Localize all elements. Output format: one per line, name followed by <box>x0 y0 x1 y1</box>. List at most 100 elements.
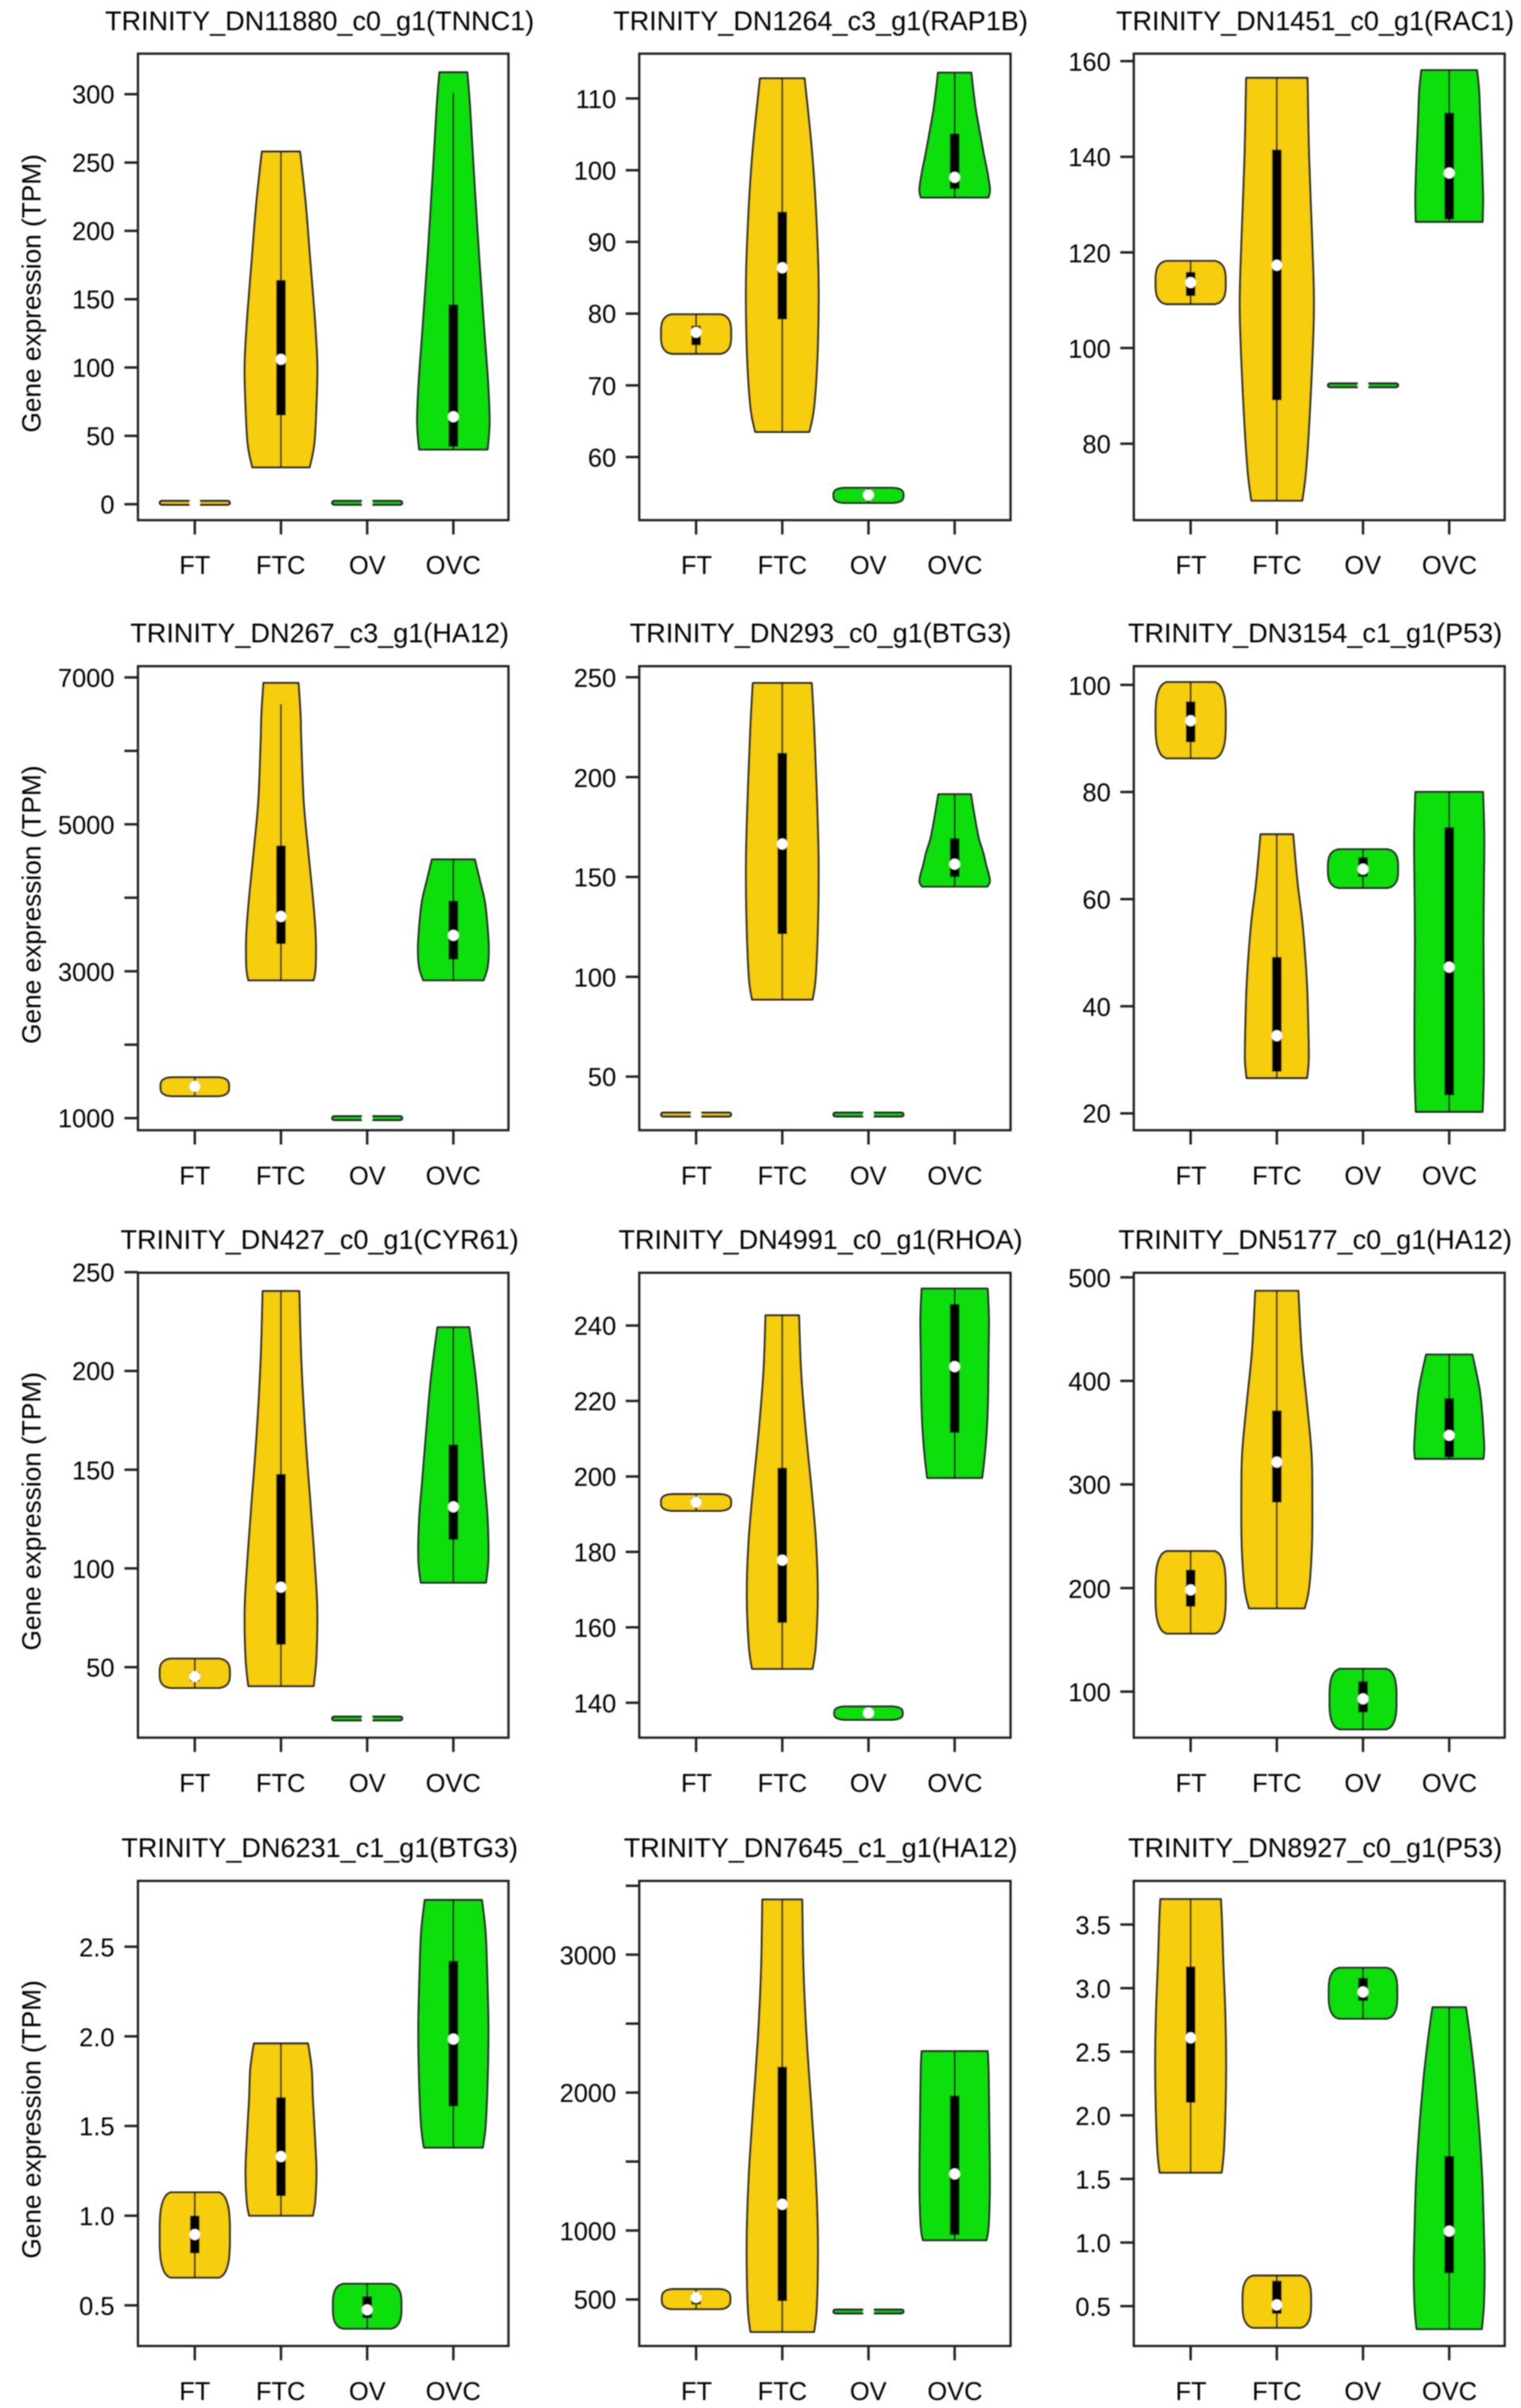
svg-text:FTC: FTC <box>1252 1161 1302 1190</box>
svg-text:OVC: OVC <box>1422 1769 1476 1797</box>
svg-text:200: 200 <box>1069 1575 1111 1603</box>
svg-text:80: 80 <box>1082 430 1111 459</box>
svg-text:FTC: FTC <box>758 1161 807 1190</box>
svg-text:FTC: FTC <box>256 2377 305 2406</box>
svg-text:2000: 2000 <box>560 2079 616 2107</box>
svg-text:50: 50 <box>588 1063 616 1092</box>
svg-text:Gene expression (TPM): Gene expression (TPM) <box>17 154 46 432</box>
svg-text:140: 140 <box>574 1689 616 1718</box>
svg-text:180: 180 <box>574 1538 616 1567</box>
svg-text:OVC: OVC <box>927 551 982 580</box>
svg-text:TRINITY_DN267_c3_g1(HA12): TRINITY_DN267_c3_g1(HA12) <box>130 618 509 649</box>
svg-text:OV: OV <box>1344 1161 1382 1190</box>
svg-text:3.5: 3.5 <box>1076 1911 1111 1940</box>
svg-text:100: 100 <box>1069 1678 1111 1707</box>
svg-text:TRINITY_DN1264_c3_g1(RAP1B): TRINITY_DN1264_c3_g1(RAP1B) <box>613 6 1028 37</box>
svg-text:500: 500 <box>1069 1264 1111 1293</box>
svg-text:40: 40 <box>1082 993 1111 1022</box>
svg-text:OV: OV <box>850 2377 887 2406</box>
svg-text:100: 100 <box>1069 672 1111 700</box>
svg-text:120: 120 <box>1069 239 1111 268</box>
svg-text:OV: OV <box>1344 2377 1382 2406</box>
svg-text:TRINITY_DN293_c0_g1(BTG3): TRINITY_DN293_c0_g1(BTG3) <box>630 618 1011 649</box>
svg-text:Gene expression (TPM): Gene expression (TPM) <box>17 1980 46 2259</box>
svg-text:250: 250 <box>72 1258 114 1287</box>
svg-text:100: 100 <box>1069 335 1111 363</box>
svg-text:OVC: OVC <box>1422 551 1476 580</box>
svg-text:OV: OV <box>1344 551 1382 580</box>
svg-text:300: 300 <box>72 80 114 109</box>
svg-text:OVC: OVC <box>927 2377 982 2406</box>
svg-text:140: 140 <box>1069 143 1111 172</box>
svg-text:200: 200 <box>72 217 114 246</box>
svg-text:OVC: OVC <box>927 1769 982 1797</box>
svg-text:240: 240 <box>574 1312 616 1340</box>
svg-text:Gene expression (TPM): Gene expression (TPM) <box>17 766 46 1044</box>
svg-text:100: 100 <box>574 157 616 185</box>
svg-text:300: 300 <box>1069 1471 1111 1499</box>
svg-text:FTC: FTC <box>256 1769 305 1797</box>
svg-text:OVC: OVC <box>425 551 480 580</box>
svg-text:150: 150 <box>72 285 114 314</box>
svg-text:50: 50 <box>86 422 114 451</box>
svg-text:OVC: OVC <box>425 1769 480 1797</box>
svg-text:OV: OV <box>349 1769 386 1797</box>
svg-text:FT: FT <box>681 2377 712 2406</box>
svg-text:OVC: OVC <box>1422 1161 1476 1190</box>
svg-text:OVC: OVC <box>1422 2377 1476 2406</box>
svg-text:3000: 3000 <box>560 1941 616 1970</box>
svg-text:2.0: 2.0 <box>80 2023 114 2052</box>
svg-text:OV: OV <box>850 551 887 580</box>
svg-text:TRINITY_DN8927_c0_g1(P53): TRINITY_DN8927_c0_g1(P53) <box>1128 1833 1503 1863</box>
svg-text:OV: OV <box>850 1161 887 1190</box>
svg-text:FT: FT <box>1175 551 1206 580</box>
svg-text:TRINITY_DN5177_c0_g1(HA12): TRINITY_DN5177_c0_g1(HA12) <box>1118 1225 1511 1255</box>
svg-text:3000: 3000 <box>58 958 114 987</box>
svg-text:5000: 5000 <box>58 811 114 840</box>
svg-text:TRINITY_DN7645_c1_g1(HA12): TRINITY_DN7645_c1_g1(HA12) <box>623 1833 1017 1863</box>
svg-text:7000: 7000 <box>58 664 114 692</box>
svg-text:20: 20 <box>1082 1099 1111 1128</box>
svg-text:400: 400 <box>1069 1367 1111 1396</box>
svg-text:80: 80 <box>1082 778 1111 807</box>
svg-text:FT: FT <box>179 551 210 580</box>
svg-text:60: 60 <box>588 444 616 472</box>
svg-text:FT: FT <box>1175 1769 1206 1797</box>
svg-text:2.5: 2.5 <box>1076 2038 1111 2067</box>
svg-text:TRINITY_DN3154_c1_g1(P53): TRINITY_DN3154_c1_g1(P53) <box>1128 618 1503 649</box>
svg-text:FTC: FTC <box>1252 551 1302 580</box>
svg-text:FTC: FTC <box>1252 2377 1302 2406</box>
svg-text:FTC: FTC <box>758 2377 807 2406</box>
svg-text:1000: 1000 <box>58 1104 114 1133</box>
svg-text:500: 500 <box>574 2286 616 2314</box>
svg-text:FTC: FTC <box>256 1161 305 1190</box>
svg-text:1000: 1000 <box>560 2217 616 2246</box>
svg-text:70: 70 <box>588 372 616 401</box>
svg-text:1.0: 1.0 <box>1076 2229 1111 2258</box>
svg-text:FTC: FTC <box>256 551 305 580</box>
svg-text:3.0: 3.0 <box>1076 1975 1111 2003</box>
svg-text:FTC: FTC <box>1252 1769 1302 1797</box>
svg-text:FT: FT <box>681 1769 712 1797</box>
svg-text:2.5: 2.5 <box>80 1933 114 1962</box>
svg-text:TRINITY_DN4991_c0_g1(RHOA): TRINITY_DN4991_c0_g1(RHOA) <box>619 1225 1022 1255</box>
svg-text:TRINITY_DN427_c0_g1(CYR61): TRINITY_DN427_c0_g1(CYR61) <box>121 1225 519 1255</box>
svg-text:FT: FT <box>1175 1161 1206 1190</box>
svg-text:OV: OV <box>850 1769 887 1797</box>
svg-text:OV: OV <box>349 551 386 580</box>
svg-text:FT: FT <box>681 1161 712 1190</box>
svg-text:FT: FT <box>1175 2377 1206 2406</box>
svg-text:160: 160 <box>574 1614 616 1642</box>
svg-text:200: 200 <box>574 764 616 793</box>
svg-text:100: 100 <box>72 1555 114 1584</box>
svg-text:100: 100 <box>574 964 616 992</box>
svg-text:150: 150 <box>574 863 616 892</box>
svg-text:1.5: 1.5 <box>80 2112 114 2141</box>
svg-text:TRINITY_DN1451_c0_g1(RAC1): TRINITY_DN1451_c0_g1(RAC1) <box>1116 6 1515 37</box>
svg-text:FT: FT <box>179 1769 210 1797</box>
svg-text:0.5: 0.5 <box>1076 2293 1111 2321</box>
svg-text:1.0: 1.0 <box>80 2202 114 2231</box>
svg-text:FTC: FTC <box>758 1769 807 1797</box>
svg-text:250: 250 <box>72 149 114 177</box>
svg-text:150: 150 <box>72 1456 114 1485</box>
